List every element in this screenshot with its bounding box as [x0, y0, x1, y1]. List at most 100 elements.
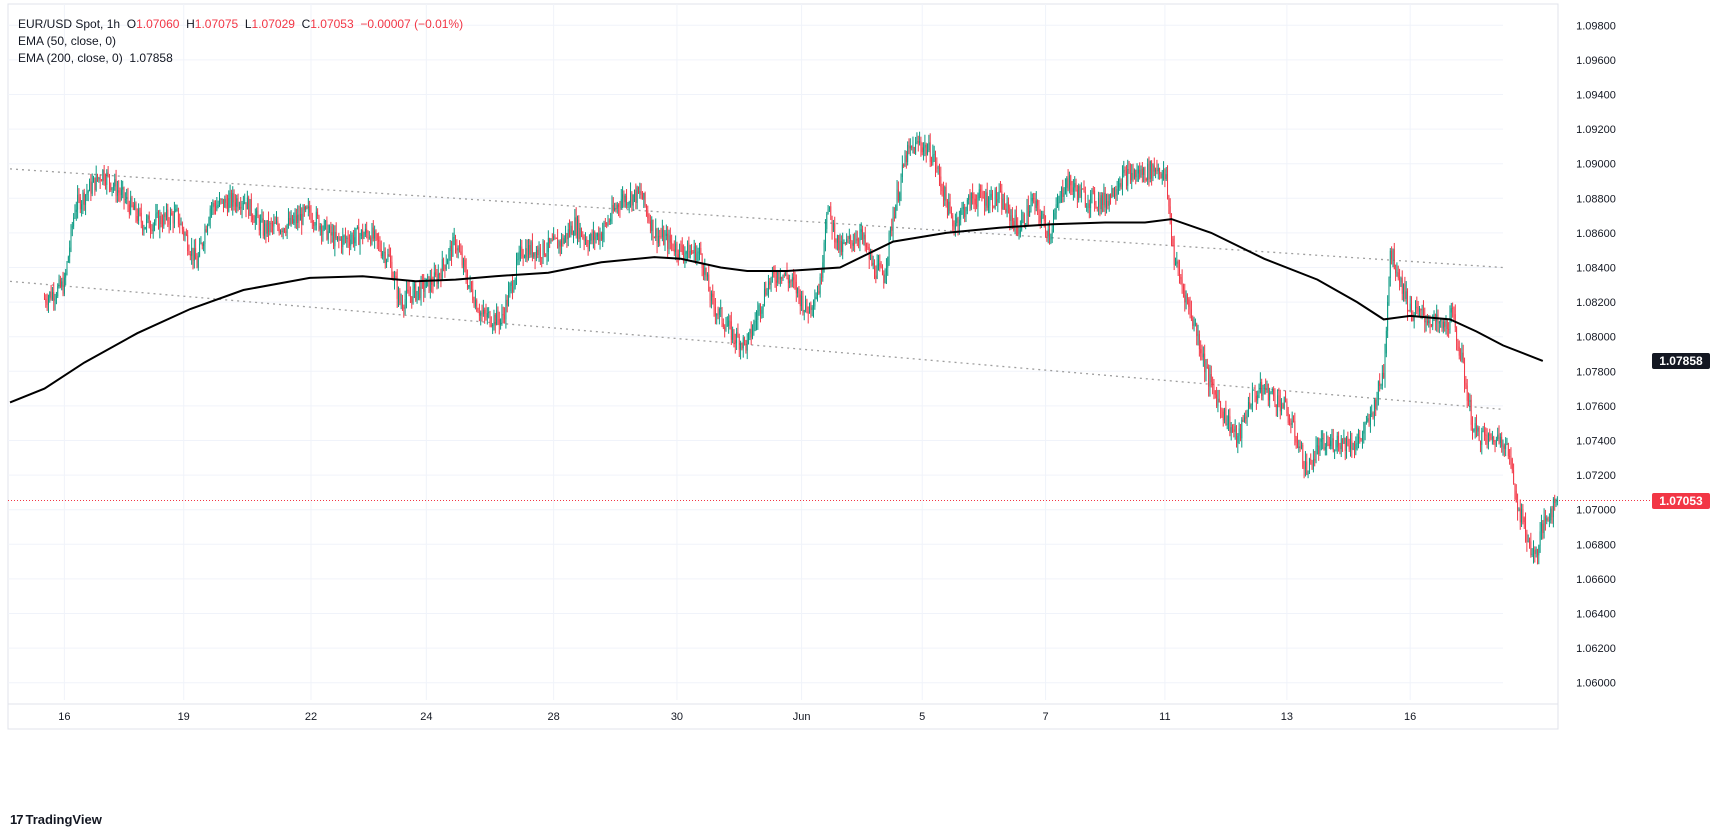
candle-body	[582, 236, 584, 238]
candle-body	[623, 194, 625, 203]
candle-body	[586, 239, 588, 246]
candle-body	[301, 213, 303, 225]
candle-body	[563, 238, 565, 244]
candle-body	[819, 277, 821, 294]
candle-body	[427, 276, 429, 279]
candle-body	[1241, 419, 1243, 439]
candle-body	[1464, 363, 1465, 384]
candle-body	[744, 337, 745, 341]
candle-body	[1179, 268, 1180, 277]
candle-body	[866, 246, 867, 248]
candle-body	[844, 242, 846, 244]
candle-body	[964, 207, 966, 217]
candle-body	[387, 254, 389, 261]
candle-body	[594, 232, 596, 240]
candle-body	[1310, 459, 1312, 461]
candle-body	[1385, 330, 1387, 354]
candle-body	[213, 202, 215, 207]
ema200-row[interactable]: EMA (200, close, 0) 1.07858	[18, 50, 463, 67]
candle-body	[1080, 188, 1082, 198]
candle-body	[1181, 279, 1183, 287]
symbol-label[interactable]: EUR/USD Spot, 1h	[18, 17, 121, 31]
candle-body	[1002, 198, 1004, 210]
ema50-row[interactable]: EMA (50, close, 0)	[18, 33, 463, 50]
candle-body	[412, 288, 414, 303]
candle-body	[1149, 161, 1151, 180]
candle-body	[127, 196, 129, 205]
candle-body	[611, 205, 613, 219]
candle-body	[112, 186, 114, 188]
candle-body	[1521, 508, 1522, 523]
candle-body	[571, 225, 573, 236]
candle-body	[1145, 178, 1147, 181]
candle-body	[1537, 549, 1538, 556]
candle-body	[852, 242, 854, 246]
candle-body	[1423, 308, 1424, 316]
candle-body	[1127, 169, 1129, 186]
candle-body	[1066, 178, 1068, 188]
candle-body	[520, 246, 521, 252]
candle-body	[968, 195, 970, 200]
candle-body	[208, 220, 210, 226]
candle-body	[757, 310, 759, 320]
candle-body	[748, 333, 749, 340]
candle-body	[692, 252, 694, 254]
candle-body	[492, 325, 494, 327]
candle-body	[874, 262, 875, 276]
candle-body	[123, 187, 125, 200]
candle-body	[424, 287, 426, 292]
candle-body	[209, 208, 211, 221]
candle-body	[1547, 518, 1549, 521]
x-tick-label: 16	[1404, 711, 1416, 723]
candle-body	[1221, 409, 1223, 412]
candle-body	[1334, 449, 1336, 451]
candle-body	[1088, 203, 1090, 209]
candle-body	[803, 309, 805, 313]
candle-body	[1107, 201, 1109, 206]
candle-body	[1204, 353, 1206, 373]
candle-body	[331, 232, 333, 236]
candle-body	[1061, 188, 1062, 194]
candle-body	[1029, 211, 1031, 217]
candle-body	[657, 235, 659, 244]
candle-body	[1487, 434, 1489, 445]
candle-body	[195, 248, 197, 260]
candle-body	[1383, 372, 1385, 378]
candle-body	[1320, 439, 1322, 442]
candle-body	[298, 214, 300, 221]
candle-body	[371, 227, 373, 244]
candle-body	[1258, 391, 1260, 396]
candle-body	[705, 267, 707, 277]
candle-body	[233, 193, 235, 203]
candle-body	[1249, 402, 1251, 408]
candle-body	[142, 222, 144, 231]
candle-body	[1128, 169, 1130, 170]
candle-body	[1202, 353, 1204, 358]
candle-body	[444, 265, 446, 270]
candle-body	[1217, 398, 1219, 407]
candle-body	[665, 233, 667, 237]
candle-body	[1456, 327, 1458, 342]
candle-body	[273, 222, 275, 227]
candle-body	[809, 303, 810, 314]
candle-body	[1529, 540, 1530, 542]
candle-body	[1497, 434, 1499, 440]
candle-body	[1076, 189, 1078, 200]
candle-body	[913, 146, 915, 154]
candle-body	[966, 199, 968, 211]
candle-body	[439, 273, 441, 275]
candle-body	[1247, 402, 1249, 416]
candle-body	[1350, 440, 1351, 450]
candle-body	[120, 189, 122, 196]
candle-body	[1230, 427, 1232, 433]
candle-body	[126, 196, 128, 199]
candle-body	[349, 242, 350, 246]
candle-body	[478, 312, 480, 316]
candle-body	[1295, 437, 1297, 443]
candle-body	[1401, 277, 1403, 294]
tradingview-brand[interactable]: 17 TradingView	[10, 812, 102, 827]
candle-body	[223, 198, 224, 208]
candle-body	[139, 209, 141, 213]
